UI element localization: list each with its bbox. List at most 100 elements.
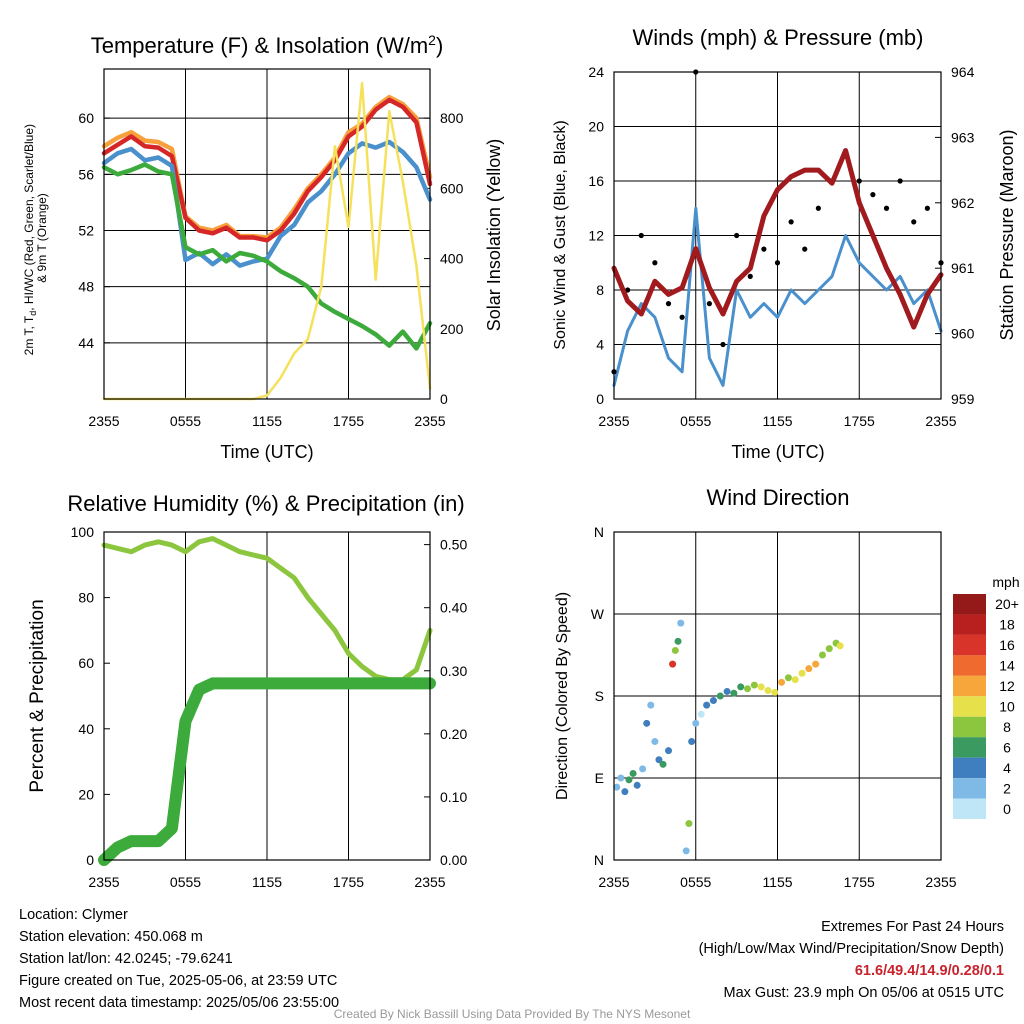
direction-point [730, 689, 738, 697]
direction-point [805, 665, 813, 673]
wind-left-axis-label: Sonic Wind & Gust (Blue, Black) [552, 120, 569, 349]
station-latlon: Station lat/lon: 42.0245; -79.6241 [19, 951, 233, 967]
series-line-sonic-wind [612, 206, 943, 387]
direction-point [791, 676, 799, 684]
direction-point [647, 701, 655, 709]
gust-point [856, 178, 862, 184]
x-tick-label: 2355 [88, 413, 119, 429]
y-tick-label: 52 [78, 222, 94, 238]
plot-border [613, 531, 942, 861]
y-tick-label: 24 [588, 64, 604, 80]
y2-tick-label: 0.50 [440, 537, 467, 553]
temp-left-axis-label: 2m T, Td, HI/WC (Red, Green, Scarlet/Blu… [22, 121, 49, 356]
gust-point [897, 178, 903, 184]
rh-panel-title: Relative Humidity (%) & Precipitation (i… [67, 491, 464, 516]
direction-point [709, 697, 717, 705]
legend-label: 16 [999, 637, 1015, 653]
x-tick-label: 1155 [762, 874, 792, 890]
plot-border [103, 531, 431, 861]
y2-tick-label: 0.20 [440, 726, 467, 742]
gust-point [774, 260, 781, 266]
direction-point [697, 710, 705, 718]
legend-swatch [953, 696, 986, 717]
legend-swatch [953, 614, 986, 635]
series-line-9m-t [101, 94, 433, 240]
extremes-values: 61.6/49.4/14.9/0.28/0.1 [854, 963, 1004, 979]
direction-point [703, 701, 711, 709]
series-line-station-pressure [611, 148, 944, 330]
plot-border [613, 71, 942, 400]
wind-direction-panel: Wind Direction Direction (Colored By Spe… [554, 485, 957, 890]
y-tick-label: 8 [596, 282, 604, 298]
x-tick-label: 2355 [598, 413, 629, 429]
x-tick-label: 2355 [414, 413, 445, 429]
series-line-2m-td [101, 162, 433, 351]
gust-point [883, 205, 890, 211]
legend-swatch [953, 655, 986, 676]
wind-panel-title: Winds (mph) & Pressure (mb) [633, 25, 924, 50]
x-tick-label: 0555 [170, 874, 201, 890]
legend-swatch [953, 716, 986, 738]
x-tick-label: 0555 [680, 874, 711, 890]
x-tick-label: 0555 [680, 413, 711, 429]
y-tick-label: 16 [588, 173, 604, 189]
direction-point [757, 683, 765, 691]
series-line-2m-t [101, 97, 433, 243]
gust-point [734, 232, 740, 239]
direction-point [629, 769, 637, 777]
humidity-precip-panel: Relative Humidity (%) & Precipitation (i… [27, 491, 467, 890]
y-tick-label: 40 [78, 721, 94, 737]
gust-point [802, 246, 808, 252]
series-line-precipitation [98, 677, 436, 866]
legend-label: 6 [1003, 739, 1011, 755]
gust-point [706, 301, 712, 307]
station-info: Location: Clymer Station elevation: 450.… [19, 904, 339, 1014]
direction-point [682, 847, 690, 855]
gust-point [815, 205, 821, 211]
direction-point [674, 637, 682, 645]
y2-tick-label: 200 [440, 321, 464, 337]
extremes-info: Extremes For Past 24 Hours (High/Low/Max… [699, 916, 1004, 1004]
y-tick-label: 4 [596, 337, 604, 353]
y-tick-label: 44 [78, 335, 94, 351]
direction-point [633, 781, 641, 789]
legend-swatch [953, 757, 986, 779]
direction-point [812, 660, 820, 668]
temp-right-axis-label: Solar Insolation (Yellow) [484, 139, 504, 331]
direction-point [643, 719, 651, 727]
wind-x-axis-label: Time (UTC) [731, 442, 824, 462]
direction-point [771, 688, 779, 696]
direction-point [617, 774, 625, 782]
direction-point [778, 678, 786, 686]
extremes-title: Extremes For Past 24 Hours [821, 919, 1004, 935]
y-tick-label: 56 [78, 166, 94, 182]
direction-point [723, 687, 731, 695]
max-gust: Max Gust: 23.9 mph On 05/06 at 0515 UTC [723, 985, 1004, 1001]
rh-left-axis-label: Percent & Precipitation [27, 599, 48, 792]
gust-point [747, 273, 753, 279]
legend-label: 2 [1003, 780, 1011, 796]
gust-point [652, 260, 658, 266]
legend-swatch [953, 778, 986, 799]
gust-point [638, 232, 644, 239]
legend-label: 14 [999, 658, 1015, 674]
y-tick-label: 0 [596, 391, 604, 407]
y-tick-label: 80 [78, 590, 94, 606]
wind-right-axis-label: Station Pressure (Maroon) [997, 129, 1017, 340]
y-tick-label: 20 [78, 786, 94, 802]
station-location: Location: Clymer [19, 907, 128, 923]
direction-point [737, 683, 745, 691]
direction-point [818, 651, 826, 659]
legend-swatch [953, 737, 986, 758]
direction-point [659, 760, 667, 768]
direction-point [621, 788, 629, 796]
y2-tick-label: 0.40 [440, 600, 467, 616]
direction-point [677, 619, 685, 627]
direction-point [750, 681, 758, 689]
y-tick-label: N [594, 852, 604, 868]
y2-tick-label: 963 [951, 129, 975, 145]
y2-tick-label: 600 [440, 180, 464, 196]
legend-label: 20+ [995, 596, 1019, 612]
x-tick-label: 1755 [844, 874, 875, 890]
gust-point [870, 192, 876, 198]
